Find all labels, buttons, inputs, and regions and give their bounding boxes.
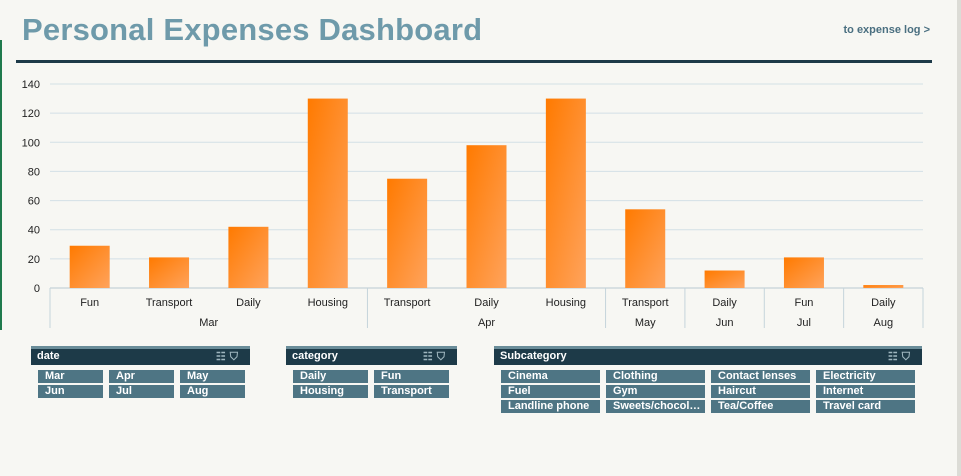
- left-accent-bar: [0, 40, 2, 330]
- bar: [307, 98, 348, 288]
- bar: [228, 226, 269, 288]
- category-slicer-title: category: [292, 350, 338, 362]
- slicer-item-category[interactable]: Daily: [293, 370, 368, 383]
- date-slicer: date ☷⛉ Mar Apr May Jun Jul Aug: [31, 346, 250, 398]
- slicer-item-category[interactable]: Housing: [293, 385, 368, 398]
- y-tick-label: 40: [28, 225, 40, 237]
- date-slicer-title: date: [37, 350, 60, 362]
- date-slicer-items: Mar Apr May Jun Jul Aug: [31, 365, 250, 398]
- x-category-label: Daily: [712, 297, 737, 309]
- x-group-label: May: [635, 317, 656, 329]
- bar: [149, 257, 190, 288]
- title-divider: [16, 60, 932, 63]
- y-tick-label: 100: [22, 137, 40, 149]
- y-tick-label: 80: [28, 166, 40, 178]
- x-group-label: Jul: [797, 317, 811, 329]
- x-group-label: Mar: [199, 317, 218, 329]
- window-edge: [957, 0, 961, 476]
- slicer-item-subcategory[interactable]: Gym: [606, 385, 705, 398]
- slicer-item-subcategory[interactable]: Contact lenses: [711, 370, 810, 383]
- category-slicer: category ☷⛉ Daily Fun Housing Transport: [286, 346, 457, 398]
- slicer-item-subcategory[interactable]: Internet: [816, 385, 915, 398]
- bar: [783, 257, 824, 288]
- clear-filter-icon[interactable]: ⛉: [436, 351, 449, 363]
- bar: [387, 178, 428, 288]
- slicer-item-category[interactable]: Transport: [374, 385, 449, 398]
- x-category-label: Housing: [308, 297, 348, 309]
- bar: [545, 98, 586, 288]
- multi-select-icon[interactable]: ☷: [422, 351, 437, 363]
- y-tick-label: 60: [28, 196, 40, 208]
- x-category-label: Fun: [80, 297, 99, 309]
- bar: [704, 270, 745, 288]
- bar: [625, 209, 666, 288]
- x-category-label: Transport: [146, 297, 193, 309]
- y-tick-label: 20: [28, 254, 40, 266]
- slicer-item-subcategory[interactable]: Haircut: [711, 385, 810, 398]
- date-slicer-header: date ☷⛉: [31, 346, 250, 365]
- bar: [69, 245, 110, 288]
- subcategory-slicer-items: Cinema Clothing Contact lenses Electricity F…: [494, 365, 922, 413]
- slicer-item-subcategory[interactable]: Tea/Coffee: [711, 400, 810, 413]
- x-group-label: Aug: [874, 317, 894, 329]
- slicer-item-subcategory[interactable]: Clothing: [606, 370, 705, 383]
- slicer-item-subcategory[interactable]: Travel card: [816, 400, 915, 413]
- expenses-bar-chart: 0 20 40 60 80 100 120 140 Fun Transport Daily Housi…: [22, 79, 924, 329]
- x-category-label: Daily: [236, 297, 261, 309]
- slicer-item-date[interactable]: May: [180, 370, 245, 383]
- subcategory-slicer-title: Subcategory: [500, 350, 567, 362]
- clear-filter-icon[interactable]: ⛉: [229, 351, 242, 363]
- clear-filter-icon[interactable]: ⛉: [901, 351, 914, 363]
- subcategory-slicer-header: Subcategory ☷⛉: [494, 346, 922, 365]
- x-category-label: Housing: [546, 297, 586, 309]
- x-group-label: Apr: [478, 317, 495, 329]
- page-title: Personal Expenses Dashboard: [22, 12, 483, 47]
- slicer-item-subcategory[interactable]: Electricity: [816, 370, 915, 383]
- slicer-item-date[interactable]: Apr: [109, 370, 174, 383]
- bar: [863, 285, 904, 288]
- category-slicer-items: Daily Fun Housing Transport: [286, 365, 457, 398]
- multi-select-icon[interactable]: ☷: [215, 351, 230, 363]
- x-category-label: Transport: [622, 297, 669, 309]
- slicer-item-date[interactable]: Jul: [109, 385, 174, 398]
- slicer-item-subcategory[interactable]: Sweets/chocol…: [606, 400, 705, 413]
- multi-select-icon[interactable]: ☷: [887, 351, 902, 363]
- slicer-item-date[interactable]: Aug: [180, 385, 245, 398]
- slicer-item-date[interactable]: Jun: [38, 385, 103, 398]
- y-tick-label: 140: [22, 79, 40, 91]
- x-group-label: Jun: [716, 317, 734, 329]
- subcategory-slicer: Subcategory ☷⛉ Cinema Clothing Contact len…: [494, 346, 922, 413]
- expense-log-link[interactable]: to expense log >: [843, 24, 931, 36]
- bar: [466, 145, 507, 288]
- slicer-item-subcategory[interactable]: Cinema: [501, 370, 600, 383]
- y-tick-label: 120: [22, 108, 40, 120]
- x-category-label: Daily: [474, 297, 499, 309]
- x-category-label: Transport: [384, 297, 431, 309]
- slicer-item-category[interactable]: Fun: [374, 370, 449, 383]
- category-slicer-header: category ☷⛉: [286, 346, 457, 365]
- slicer-item-subcategory[interactable]: Landline phone: [501, 400, 600, 413]
- y-tick-label: 0: [34, 283, 40, 295]
- x-category-label: Fun: [794, 297, 813, 309]
- slicer-item-subcategory[interactable]: Fuel: [501, 385, 600, 398]
- x-category-label: Daily: [871, 297, 896, 309]
- slicer-item-date[interactable]: Mar: [38, 370, 103, 383]
